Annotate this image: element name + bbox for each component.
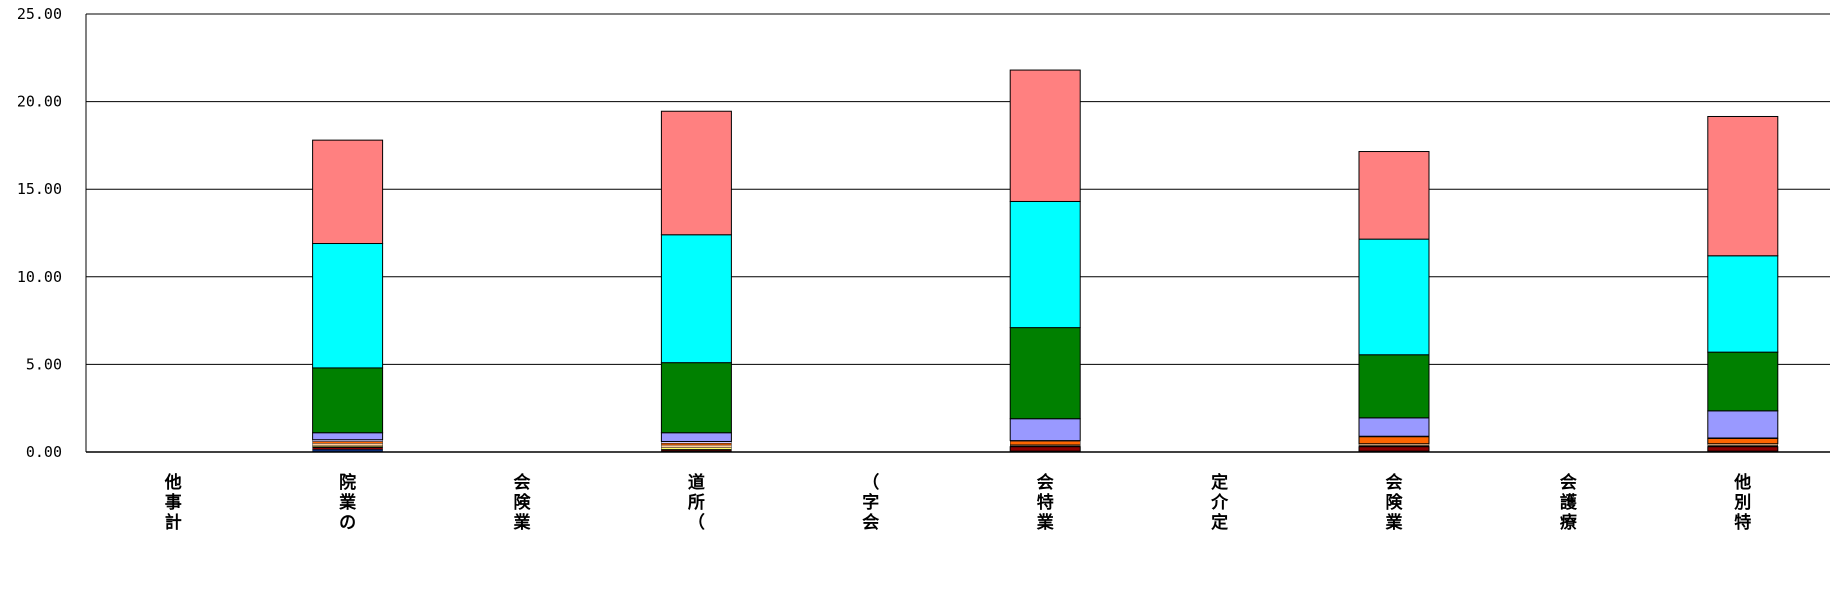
bar-segment — [312, 243, 384, 369]
x-category-char: 会 — [514, 472, 531, 493]
bar-segment — [312, 139, 384, 245]
bar-segment — [1707, 115, 1779, 257]
bar-segment — [1358, 436, 1430, 445]
bar-segment — [660, 234, 732, 364]
y-axis-tick-labels: 0.00 5.00 10.00 15.00 20.00 25.00 — [17, 5, 62, 461]
bar-segment — [661, 447, 732, 450]
x-category-label: 道所（ — [688, 472, 705, 533]
x-category-char: 会 — [1560, 472, 1577, 493]
bar-segment — [1707, 446, 1779, 452]
x-category-char: 業 — [1386, 512, 1403, 533]
bar-segment — [1707, 438, 1779, 445]
y-tick-label: 25.00 — [17, 5, 62, 23]
x-category-char: 会 — [862, 512, 879, 533]
bar-segment — [1009, 327, 1081, 420]
x-category-label: 会険業 — [514, 472, 532, 533]
x-category-char: 療 — [1560, 512, 1578, 533]
x-category-char: 字 — [862, 492, 879, 513]
bar-segment — [1707, 255, 1779, 353]
bars — [312, 69, 1779, 453]
bar-segment — [1358, 446, 1430, 452]
bar-segment — [1009, 69, 1081, 202]
bar-segment — [1009, 418, 1081, 442]
x-category-label: 他事計 — [164, 472, 182, 533]
x-category-char: 会 — [1386, 472, 1403, 493]
bar-segment — [1358, 417, 1430, 437]
x-category-char: 定 — [1211, 472, 1228, 493]
x-category-char: 業 — [339, 492, 356, 513]
bar-segment — [660, 362, 732, 434]
bar-segment — [312, 447, 383, 450]
x-category-label: 会特業 — [1037, 472, 1054, 533]
x-category-char: 他 — [164, 472, 182, 493]
bar-segment — [1358, 238, 1430, 356]
x-category-char: 業 — [514, 512, 531, 533]
x-category-label: 他別特 — [1733, 472, 1751, 533]
x-category-label: 定介定 — [1210, 472, 1229, 533]
y-tick-label: 20.00 — [17, 93, 62, 111]
x-category-char: 護 — [1560, 492, 1578, 513]
bar-segment — [312, 367, 384, 434]
x-category-char: 特 — [1037, 492, 1054, 513]
x-category-label: 会険業 — [1386, 472, 1404, 533]
x-category-char: （ — [688, 512, 705, 533]
bar-segment — [660, 432, 732, 442]
x-category-label: 会護療 — [1560, 472, 1578, 533]
y-tick-label: 5.00 — [26, 355, 62, 373]
x-category-char: の — [339, 513, 356, 533]
x-category-label: （字会 — [862, 472, 879, 533]
bar-segment — [660, 110, 732, 236]
x-category-char: 険 — [1386, 492, 1404, 513]
x-category-char: 他 — [1733, 472, 1751, 493]
y-tick-label: 15.00 — [17, 180, 62, 198]
x-category-char: 道 — [688, 472, 705, 493]
x-category-char: 院 — [339, 472, 356, 493]
x-category-char: 会 — [1037, 472, 1054, 493]
x-category-char: 定 — [1211, 512, 1228, 533]
bar-segment — [312, 441, 383, 444]
y-tick-label: 10.00 — [17, 268, 62, 286]
bar-segment — [1707, 410, 1779, 439]
x-category-label: 院業の — [339, 472, 356, 533]
bar-segment — [312, 443, 383, 447]
bar-segment — [1707, 351, 1779, 412]
bar-segment — [661, 444, 732, 448]
x-category-char: 所 — [688, 493, 705, 513]
bar-segment — [1358, 354, 1430, 419]
bar-segment — [661, 443, 732, 446]
bar-segment — [1010, 440, 1081, 445]
bar-segment — [312, 432, 384, 441]
x-category-char: 業 — [1037, 512, 1054, 533]
x-category-char: 計 — [165, 512, 182, 533]
y-tick-label: 0.00 — [26, 443, 62, 461]
bar-segment — [1358, 151, 1430, 240]
x-category-char: 特 — [1734, 512, 1751, 533]
bar-segment — [1009, 446, 1081, 452]
x-category-char: 介 — [1210, 492, 1229, 513]
bar-segment — [1009, 200, 1081, 329]
x-category-char: 険 — [514, 492, 532, 513]
x-category-char: （ — [862, 472, 879, 493]
x-category-char: 事 — [165, 493, 182, 513]
x-category-char: 別 — [1733, 493, 1751, 513]
